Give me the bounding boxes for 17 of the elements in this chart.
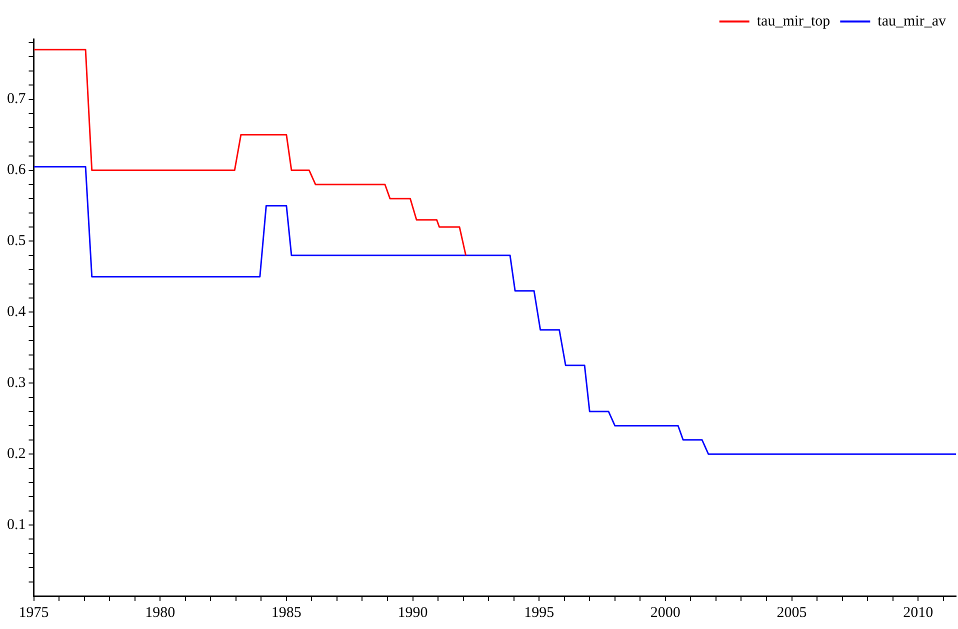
y-tick-label: 0.5 <box>7 233 26 250</box>
y-tick-label: 0.3 <box>7 375 26 392</box>
legend-label: tau_mir_av <box>878 13 946 30</box>
legend-label: tau_mir_top <box>756 13 830 30</box>
x-tick-label: 1980 <box>145 604 176 621</box>
y-tick-label: 0.1 <box>7 516 26 533</box>
x-tick-label: 1990 <box>398 604 428 621</box>
x-tick-label: 2010 <box>903 604 934 621</box>
y-tick-label: 0.7 <box>7 91 26 108</box>
x-tick-label: 1985 <box>271 604 302 621</box>
y-tick-label: 0.6 <box>7 162 26 178</box>
y-tick-label: 0.2 <box>7 446 26 462</box>
y-tick-label: 0.4 <box>7 304 26 320</box>
x-tick-label: 1995 <box>524 604 554 621</box>
x-tick-label: 2000 <box>650 604 680 621</box>
x-tick-label: 1975 <box>18 604 49 621</box>
x-tick-label: 2005 <box>776 604 807 621</box>
